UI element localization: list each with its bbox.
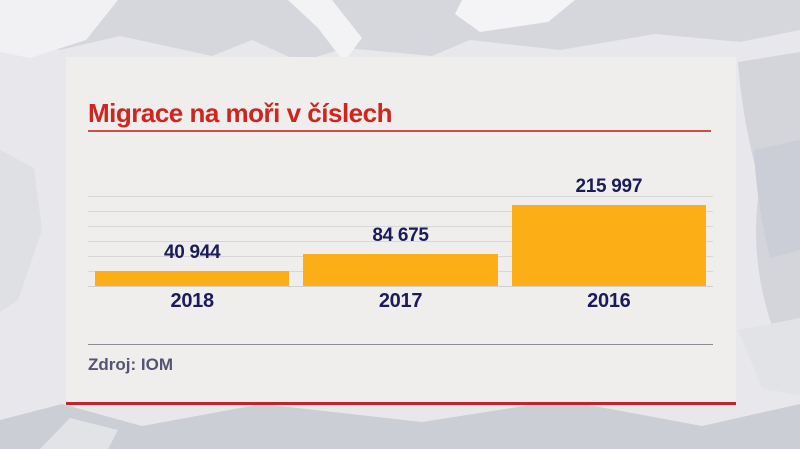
gridline (88, 211, 713, 212)
title-underline (88, 130, 711, 132)
x-tick-label: 2018 (170, 290, 215, 312)
bar-2017 (303, 254, 498, 286)
bar-group-2016: 215 997 (505, 176, 713, 286)
x-tick-label: 2016 (587, 290, 631, 312)
bars-row: 40 944 84 675 215 997 (88, 176, 713, 286)
chart-title: Migrace na moři v číslech (88, 98, 392, 128)
bar-group-2017: 84 675 (296, 196, 504, 286)
gridline (88, 241, 713, 242)
bar-group-2018: 40 944 (88, 196, 296, 286)
chart-card: Migrace na moři v číslech 40 944 84 675 21… (66, 57, 736, 405)
bar-value-label: 84 675 (372, 225, 429, 246)
source-separator (88, 344, 713, 345)
gridline (88, 196, 713, 197)
source-label: Zdroj: IOM (88, 355, 173, 374)
bar-2016 (511, 205, 706, 286)
plot-area: 40 944 84 675 215 997 (88, 176, 713, 287)
bar-2018 (95, 271, 290, 286)
baseline-gridline (88, 286, 713, 287)
gridline (88, 226, 713, 227)
bar-value-label: 215 997 (575, 176, 643, 197)
bar-value-label: 40 944 (164, 242, 221, 263)
x-tick-label: 2017 (378, 290, 423, 312)
x-axis: 2018 2017 2016 (88, 290, 713, 313)
